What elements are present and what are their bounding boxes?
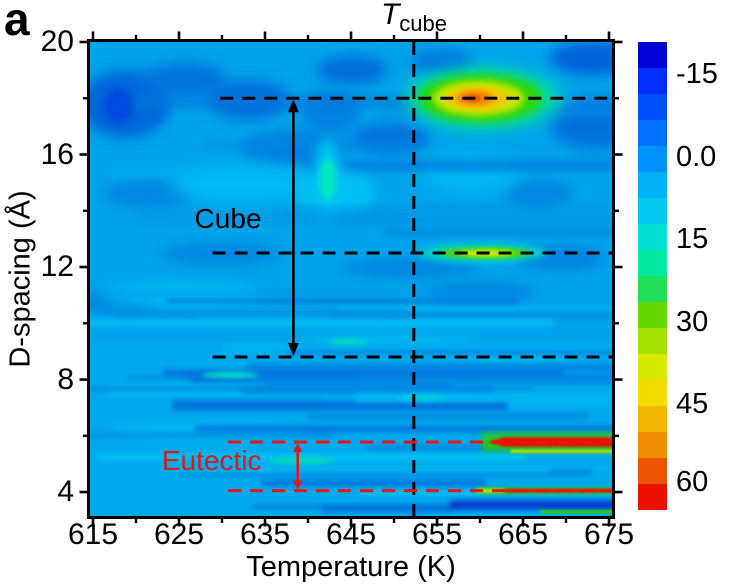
colorbar-segment	[638, 432, 667, 458]
heatmap-red-line	[487, 437, 612, 447]
heatmap-blob	[503, 180, 573, 208]
heatmap-streak	[289, 205, 612, 212]
heatmap-streak	[449, 500, 612, 509]
colorbar-segment	[638, 68, 667, 94]
panel-label: a	[4, 0, 30, 45]
colorbar-segment	[638, 380, 667, 406]
heatmap-streak	[383, 229, 612, 236]
y-tick-label: 8	[57, 362, 74, 396]
heatmap-streak	[307, 160, 612, 171]
colorbar-tick-label: 60	[676, 466, 709, 498]
heatmap-blob	[350, 122, 430, 154]
x-tick-label: 645	[325, 518, 377, 551]
colorbar-segment	[638, 94, 667, 120]
colorbar	[638, 42, 667, 510]
title-subscript: cube	[399, 11, 448, 36]
heatmap-blob	[202, 371, 258, 379]
colorbar-tick-label: 15	[676, 223, 709, 255]
y-tick-label: 12	[40, 250, 74, 284]
colorbar-segment	[638, 328, 667, 354]
heatmap-blob	[319, 158, 337, 201]
annotation-cube-label: Cube	[194, 203, 262, 235]
colorbar-segment	[638, 120, 667, 146]
heatmap-streak	[264, 382, 452, 387]
x-tick-label: 615	[67, 518, 119, 551]
heatmap-streak	[510, 449, 612, 454]
heatmap-streak	[355, 392, 612, 403]
heatmap-blob	[463, 94, 482, 102]
heatmap-streak	[476, 488, 507, 493]
heatmap-streak	[90, 387, 534, 392]
heatmap-blob	[328, 339, 368, 345]
title-symbol: T	[380, 0, 400, 31]
x-tick-label: 665	[497, 518, 549, 551]
colorbar-segment	[638, 198, 667, 224]
colorbar-tick-label: 0.0	[676, 141, 717, 173]
x-tick-label: 675	[583, 518, 635, 551]
heatmap-streak	[135, 211, 409, 223]
heatmap-streak	[322, 505, 454, 512]
x-tick-label: 655	[411, 518, 463, 551]
heatmap-blob	[160, 242, 280, 266]
colorbar-segment	[638, 458, 667, 484]
heatmap-blob	[398, 395, 446, 401]
colorbar-tick-label: 45	[676, 388, 709, 420]
colorbar-segment	[638, 276, 667, 302]
heatmap-streak	[90, 432, 335, 439]
heatmap-streak	[194, 425, 612, 433]
colorbar-tick-label: -15	[676, 58, 718, 90]
colorbar-segment	[638, 406, 667, 432]
heatmap-streak	[107, 291, 484, 297]
heatmap-streak	[261, 478, 487, 487]
x-tick-label: 635	[239, 518, 291, 551]
heatmap-blob	[459, 249, 514, 257]
heatmap-streak	[204, 141, 413, 150]
x-tick-label: 625	[153, 518, 205, 551]
heatmap-blob	[420, 154, 520, 194]
x-axis-title: Temperature (K)	[246, 551, 456, 583]
colorbar-tick-label: 30	[676, 306, 709, 338]
heatmap-streak	[224, 342, 612, 352]
heatmap-streak	[90, 318, 554, 327]
heatmap-blob	[269, 458, 335, 464]
heatmap-streak	[166, 299, 519, 303]
heatmap-streak	[540, 510, 612, 514]
colorbar-segment	[638, 172, 667, 198]
y-tick-label: 16	[40, 137, 74, 171]
colorbar-segment	[638, 354, 667, 380]
y-tick-label: 20	[40, 25, 74, 58]
heatmap-streak	[503, 488, 612, 493]
annotation-eutectic-label: Eutectic	[161, 445, 262, 477]
colorbar-segment	[638, 484, 667, 510]
heatmap-streak	[307, 412, 589, 420]
colorbar-segment	[638, 302, 667, 328]
heatmap-blob	[316, 55, 388, 85]
colorbar-segment	[638, 42, 667, 68]
heatmap-streak	[114, 309, 411, 318]
heatmap-blob	[340, 258, 480, 278]
colorbar-segment	[638, 250, 667, 276]
y-tick-label: 4	[57, 475, 74, 509]
heatmap-streak	[249, 376, 612, 383]
colorbar-segment	[638, 224, 667, 250]
colorbar-segment	[638, 146, 667, 172]
heatmap-blob	[103, 88, 133, 124]
plot-title: Tcube	[381, 0, 447, 37]
